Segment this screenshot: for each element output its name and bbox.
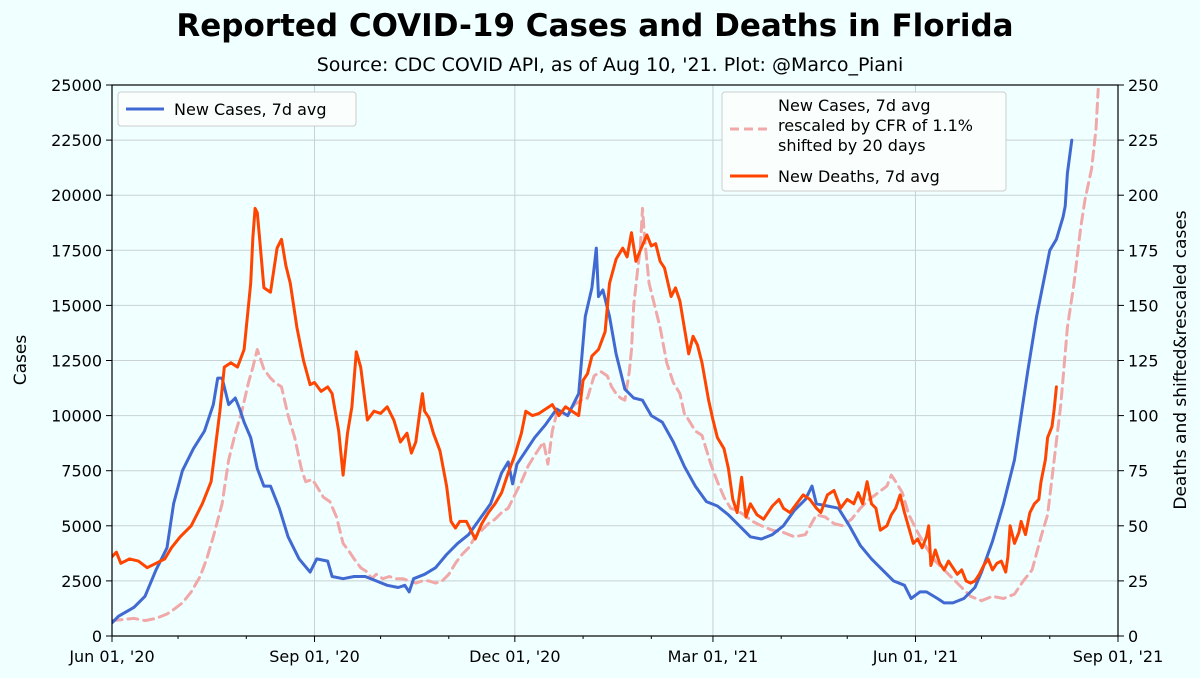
y-left-tick-label: 12500 bbox=[51, 352, 102, 371]
legend-label-deaths: New Deaths, 7d avg bbox=[778, 167, 940, 186]
series-shifted-cases-line bbox=[112, 87, 1100, 623]
y-right-tick-label: 175 bbox=[1128, 241, 1159, 260]
y-left-tick-label: 17500 bbox=[51, 241, 102, 260]
y-right-tick-label: 200 bbox=[1128, 186, 1159, 205]
legend-left-box bbox=[117, 91, 357, 127]
y-axis-left: 0 2500 5000 7500 10000 12500 15000 17500 20000 22… bbox=[51, 76, 112, 646]
y-left-tick-label: 15000 bbox=[51, 296, 102, 315]
y-left-tick-label: 20000 bbox=[51, 186, 102, 205]
y-left-tick-label: 5000 bbox=[61, 517, 102, 536]
y-left-tick-label: 2500 bbox=[61, 572, 102, 591]
series-cases-line bbox=[112, 138, 1074, 625]
y-right-tick-label: 75 bbox=[1128, 462, 1148, 481]
legend-label-cases: New Cases, 7d avg bbox=[174, 100, 327, 119]
y-right-tick-label: 225 bbox=[1128, 131, 1159, 150]
legend-label-shifted-line: shifted by 20 days bbox=[778, 136, 926, 155]
x-tick-label: Sep 01, '20 bbox=[269, 647, 360, 666]
chart-subtitle: Source: CDC COVID API, as of Aug 10, '21… bbox=[317, 54, 904, 76]
y-left-tick-label: 10000 bbox=[51, 407, 102, 426]
legend-label-shifted-line: New Cases, 7d avg bbox=[778, 96, 931, 115]
series-deaths-line bbox=[112, 206, 1058, 585]
legend-left: New Cases, 7d avg bbox=[117, 91, 357, 127]
y-right-tick-label: 125 bbox=[1128, 352, 1159, 371]
y-left-tick-label: 0 bbox=[92, 627, 102, 646]
y-right-tick-label: 25 bbox=[1128, 572, 1148, 591]
x-tick-label: Jun 01, '20 bbox=[68, 647, 154, 666]
y-left-tick-label: 7500 bbox=[61, 462, 102, 481]
x-tick-label: Jun 01, '21 bbox=[872, 647, 958, 666]
y-right-tick-label: 0 bbox=[1128, 627, 1138, 646]
y-right-tick-label: 50 bbox=[1128, 517, 1148, 536]
y-axis-right-label: Deaths and shifted&rescaled cases bbox=[1171, 210, 1191, 509]
y-right-tick-label: 100 bbox=[1128, 407, 1159, 426]
y-left-tick-label: 25000 bbox=[51, 76, 102, 95]
chart-title: Reported COVID-19 Cases and Deaths in Fl… bbox=[176, 8, 1013, 44]
legend-label-shifted: New Cases, 7d avg rescaled by CFR of 1.1%… bbox=[778, 96, 973, 155]
x-tick-label: Dec 01, '20 bbox=[469, 647, 560, 666]
y-left-tick-label: 22500 bbox=[51, 131, 102, 150]
legend-right-box bbox=[721, 91, 1007, 192]
y-right-tick-label: 150 bbox=[1128, 296, 1159, 315]
y-right-tick-label: 250 bbox=[1128, 76, 1159, 95]
y-axis-right: 0 25 50 75 100 125 150 175 200 225 250 bbox=[1118, 76, 1159, 646]
x-tick-label: Mar 01, '21 bbox=[668, 647, 759, 666]
legend-label-shifted-line: rescaled by CFR of 1.1% bbox=[778, 116, 973, 135]
x-tick-label: Sep 01, '21 bbox=[1073, 647, 1164, 666]
y-axis-left-label: Cases bbox=[11, 335, 31, 386]
gridlines bbox=[111, 84, 1119, 637]
legend-right: New Cases, 7d avg rescaled by CFR of 1.1%… bbox=[721, 91, 1007, 192]
x-axis: Jun 01, '20 Sep 01, '20 Dec 01, '20 Mar 01,… bbox=[68, 636, 1163, 666]
